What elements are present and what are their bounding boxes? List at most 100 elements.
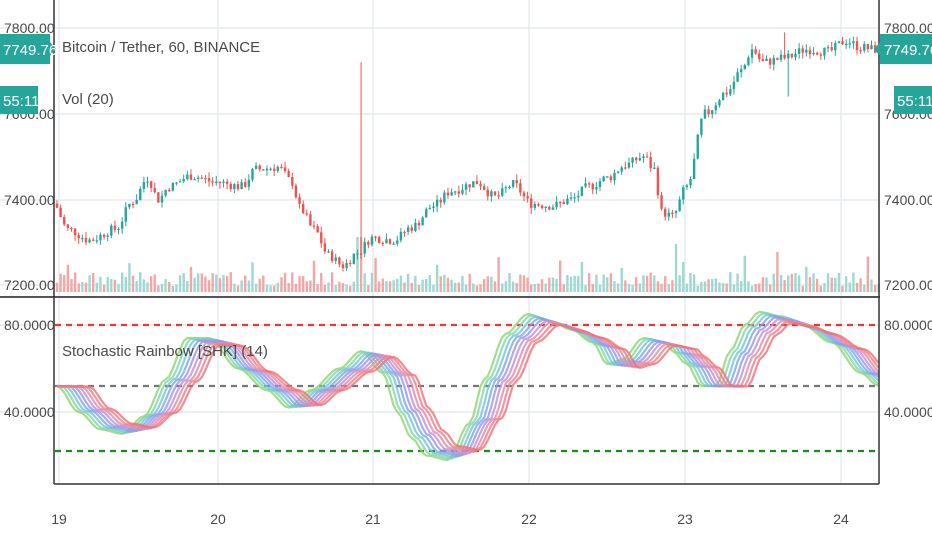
candle-body[interactable] [501, 188, 504, 196]
candle-body[interactable] [479, 184, 482, 187]
candle-body[interactable] [497, 195, 500, 197]
candle-body[interactable] [783, 54, 786, 59]
candle-body[interactable] [475, 181, 479, 185]
candle-body[interactable] [620, 167, 623, 172]
candle-body[interactable] [323, 243, 327, 252]
candle-body[interactable] [81, 238, 84, 240]
candle-body[interactable] [801, 48, 804, 53]
candle-body[interactable] [377, 237, 381, 244]
candle-body[interactable] [338, 257, 341, 265]
candle-body[interactable] [859, 50, 862, 52]
candle-body[interactable] [613, 172, 616, 181]
candle-body[interactable] [837, 41, 841, 44]
volume-legend[interactable]: Vol (20) [62, 91, 114, 108]
candle-body[interactable] [73, 228, 77, 236]
candle-body[interactable] [870, 45, 873, 50]
candle-body[interactable] [55, 203, 59, 208]
candle-body[interactable] [504, 187, 508, 189]
candle-body[interactable] [254, 165, 258, 169]
candle-body[interactable] [352, 253, 356, 265]
candle-body[interactable] [616, 171, 620, 173]
candle-body[interactable] [761, 59, 765, 61]
candle-body[interactable] [718, 100, 721, 106]
candle-body[interactable] [841, 41, 844, 45]
candle-body[interactable] [207, 178, 211, 182]
candle-body[interactable] [656, 167, 660, 196]
candle-body[interactable] [189, 174, 193, 180]
candle-body[interactable] [692, 158, 696, 180]
candle-body[interactable] [164, 189, 167, 196]
candle-body[interactable] [157, 192, 160, 203]
candle-body[interactable] [345, 262, 348, 269]
candle-body[interactable] [573, 197, 576, 199]
candle-body[interactable] [750, 49, 754, 58]
candle-body[interactable] [606, 176, 609, 178]
candle-body[interactable] [703, 109, 707, 119]
candle-body[interactable] [99, 234, 102, 241]
candle-body[interactable] [388, 239, 392, 244]
candle-body[interactable] [294, 185, 298, 198]
candle-body[interactable] [758, 53, 761, 60]
candle-body[interactable] [374, 236, 377, 238]
candle-body[interactable] [258, 165, 261, 170]
candle-body[interactable] [649, 157, 652, 169]
candle-body[interactable] [776, 57, 779, 60]
candle-body[interactable] [298, 197, 301, 204]
candle-body[interactable] [410, 227, 413, 231]
candle-body[interactable] [866, 43, 870, 50]
candle-body[interactable] [432, 206, 435, 208]
candle-body[interactable] [787, 53, 790, 59]
candle-body[interactable] [211, 181, 214, 183]
candle-body[interactable] [765, 58, 768, 61]
candle-body[interactable] [233, 184, 236, 190]
candle-body[interactable] [428, 207, 432, 210]
candle-body[interactable] [66, 224, 70, 228]
candle-body[interactable] [530, 198, 533, 208]
candle-body[interactable] [848, 43, 851, 45]
candle-body[interactable] [526, 196, 529, 199]
candle-body[interactable] [84, 238, 88, 243]
candle-body[interactable] [721, 92, 725, 101]
candle-body[interactable] [794, 53, 797, 58]
candle-body[interactable] [301, 203, 305, 214]
candle-body[interactable] [229, 183, 232, 190]
candle-body[interactable] [446, 192, 450, 196]
candle-body[interactable] [602, 176, 605, 182]
candle-body[interactable] [826, 47, 830, 49]
candle-body[interactable] [327, 251, 330, 253]
candle-body[interactable] [685, 185, 689, 188]
candle-body[interactable] [627, 162, 631, 168]
candle-body[interactable] [819, 54, 823, 56]
candle-body[interactable] [110, 225, 113, 236]
candle-body[interactable] [569, 197, 573, 199]
candle-body[interactable] [635, 157, 638, 161]
candle-body[interactable] [142, 182, 146, 189]
candle-body[interactable] [283, 167, 287, 172]
candle-body[interactable] [262, 169, 265, 171]
candle-body[interactable] [638, 158, 642, 161]
candle-body[interactable] [186, 174, 189, 180]
candle-body[interactable] [663, 208, 667, 217]
candle-body[interactable] [566, 198, 569, 204]
candle-body[interactable] [240, 182, 243, 190]
candle-body[interactable] [117, 228, 120, 230]
candle-body[interactable] [468, 184, 471, 188]
candle-body[interactable] [729, 89, 732, 95]
candle-body[interactable] [153, 187, 156, 193]
candle-body[interactable] [598, 181, 602, 188]
candle-body[interactable] [812, 52, 815, 55]
candle-body[interactable] [225, 181, 229, 184]
candle-body[interactable] [403, 231, 406, 234]
candle-body[interactable] [106, 235, 109, 237]
candle-body[interactable] [747, 57, 750, 66]
candle-body[interactable] [309, 214, 312, 226]
candle-body[interactable] [244, 182, 247, 187]
candle-body[interactable] [425, 209, 428, 218]
candle-body[interactable] [682, 187, 685, 200]
candle-body[interactable] [77, 235, 80, 239]
candle-body[interactable] [797, 48, 801, 54]
candle-body[interactable] [486, 189, 489, 197]
candle-body[interactable] [584, 183, 587, 187]
candle-body[interactable] [823, 47, 826, 56]
candle-body[interactable] [714, 105, 718, 111]
